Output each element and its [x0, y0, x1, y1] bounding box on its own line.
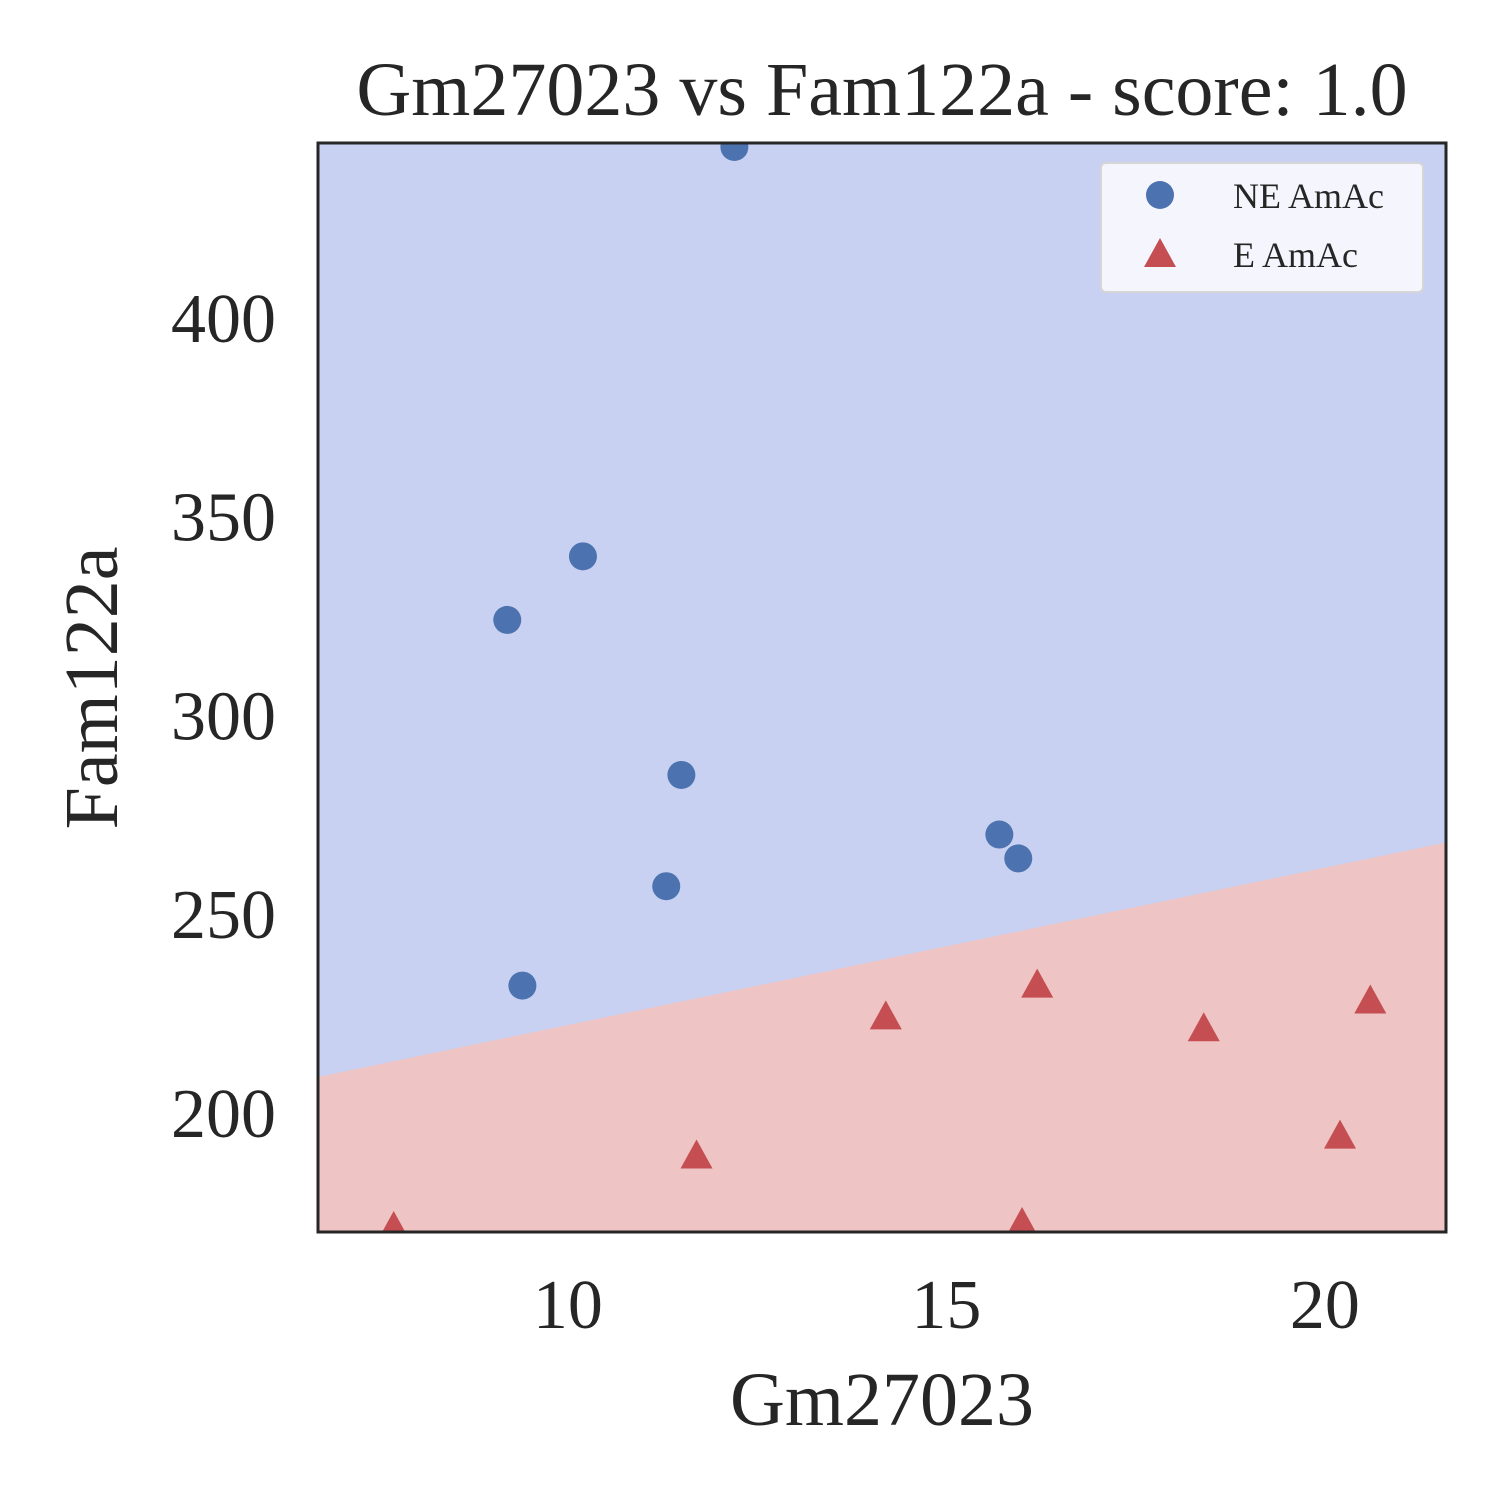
data-point-ne-amac-7 — [508, 971, 537, 1000]
y-axis-ticks: 200 250 300 350 400 — [171, 281, 276, 1153]
data-point-e-amac-7 — [1008, 1207, 1036, 1232]
data-point-ne-amac-4 — [985, 820, 1014, 849]
data-point-ne-amac-0 — [720, 143, 749, 161]
legend-marker-e-amac — [1144, 238, 1176, 267]
y-tick-label-400: 400 — [171, 281, 276, 358]
y-tick-label-250: 250 — [171, 877, 276, 954]
chart-title: Gm27023 vs Fam122a - score: 1.0 — [356, 48, 1407, 132]
plot-frame — [316, 141, 1448, 1234]
data-point-ne-amac-5 — [1004, 844, 1033, 873]
data-point-e-amac-3 — [1187, 1012, 1220, 1042]
x-tick-label-20: 20 — [1290, 1267, 1360, 1344]
legend-label-ne-amac: NE AmAc — [1233, 176, 1384, 216]
points-layer — [382, 143, 1387, 1232]
plot-area — [318, 143, 1446, 1232]
data-point-e-amac-5 — [680, 1139, 713, 1169]
legend-label-e-amac: E AmAc — [1233, 235, 1358, 275]
x-tick-label-15: 15 — [911, 1267, 981, 1344]
data-point-e-amac-2 — [869, 1000, 902, 1030]
y-axis-label: Fam122a — [50, 547, 134, 830]
x-axis-label: Gm27023 — [730, 1358, 1034, 1442]
legend-marker-ne-amac — [1146, 181, 1174, 209]
y-tick-label-200: 200 — [171, 1076, 276, 1153]
decision-region-e-amac — [318, 842, 1446, 1232]
data-point-e-amac-1 — [1354, 984, 1387, 1014]
x-axis-ticks: 10 15 20 — [533, 1267, 1360, 1344]
y-tick-label-350: 350 — [171, 480, 276, 557]
data-point-ne-amac-3 — [667, 760, 696, 789]
data-point-ne-amac-1 — [568, 542, 597, 571]
data-point-ne-amac-6 — [652, 872, 681, 901]
data-point-e-amac-6 — [382, 1211, 406, 1232]
legend-box — [1100, 162, 1424, 293]
data-point-e-amac-0 — [1021, 968, 1054, 998]
x-tick-label-10: 10 — [533, 1267, 603, 1344]
legend: NE AmAc E AmAc — [1100, 162, 1424, 293]
y-tick-label-300: 300 — [171, 678, 276, 755]
data-point-ne-amac-2 — [493, 605, 522, 634]
data-point-e-amac-4 — [1324, 1119, 1357, 1149]
